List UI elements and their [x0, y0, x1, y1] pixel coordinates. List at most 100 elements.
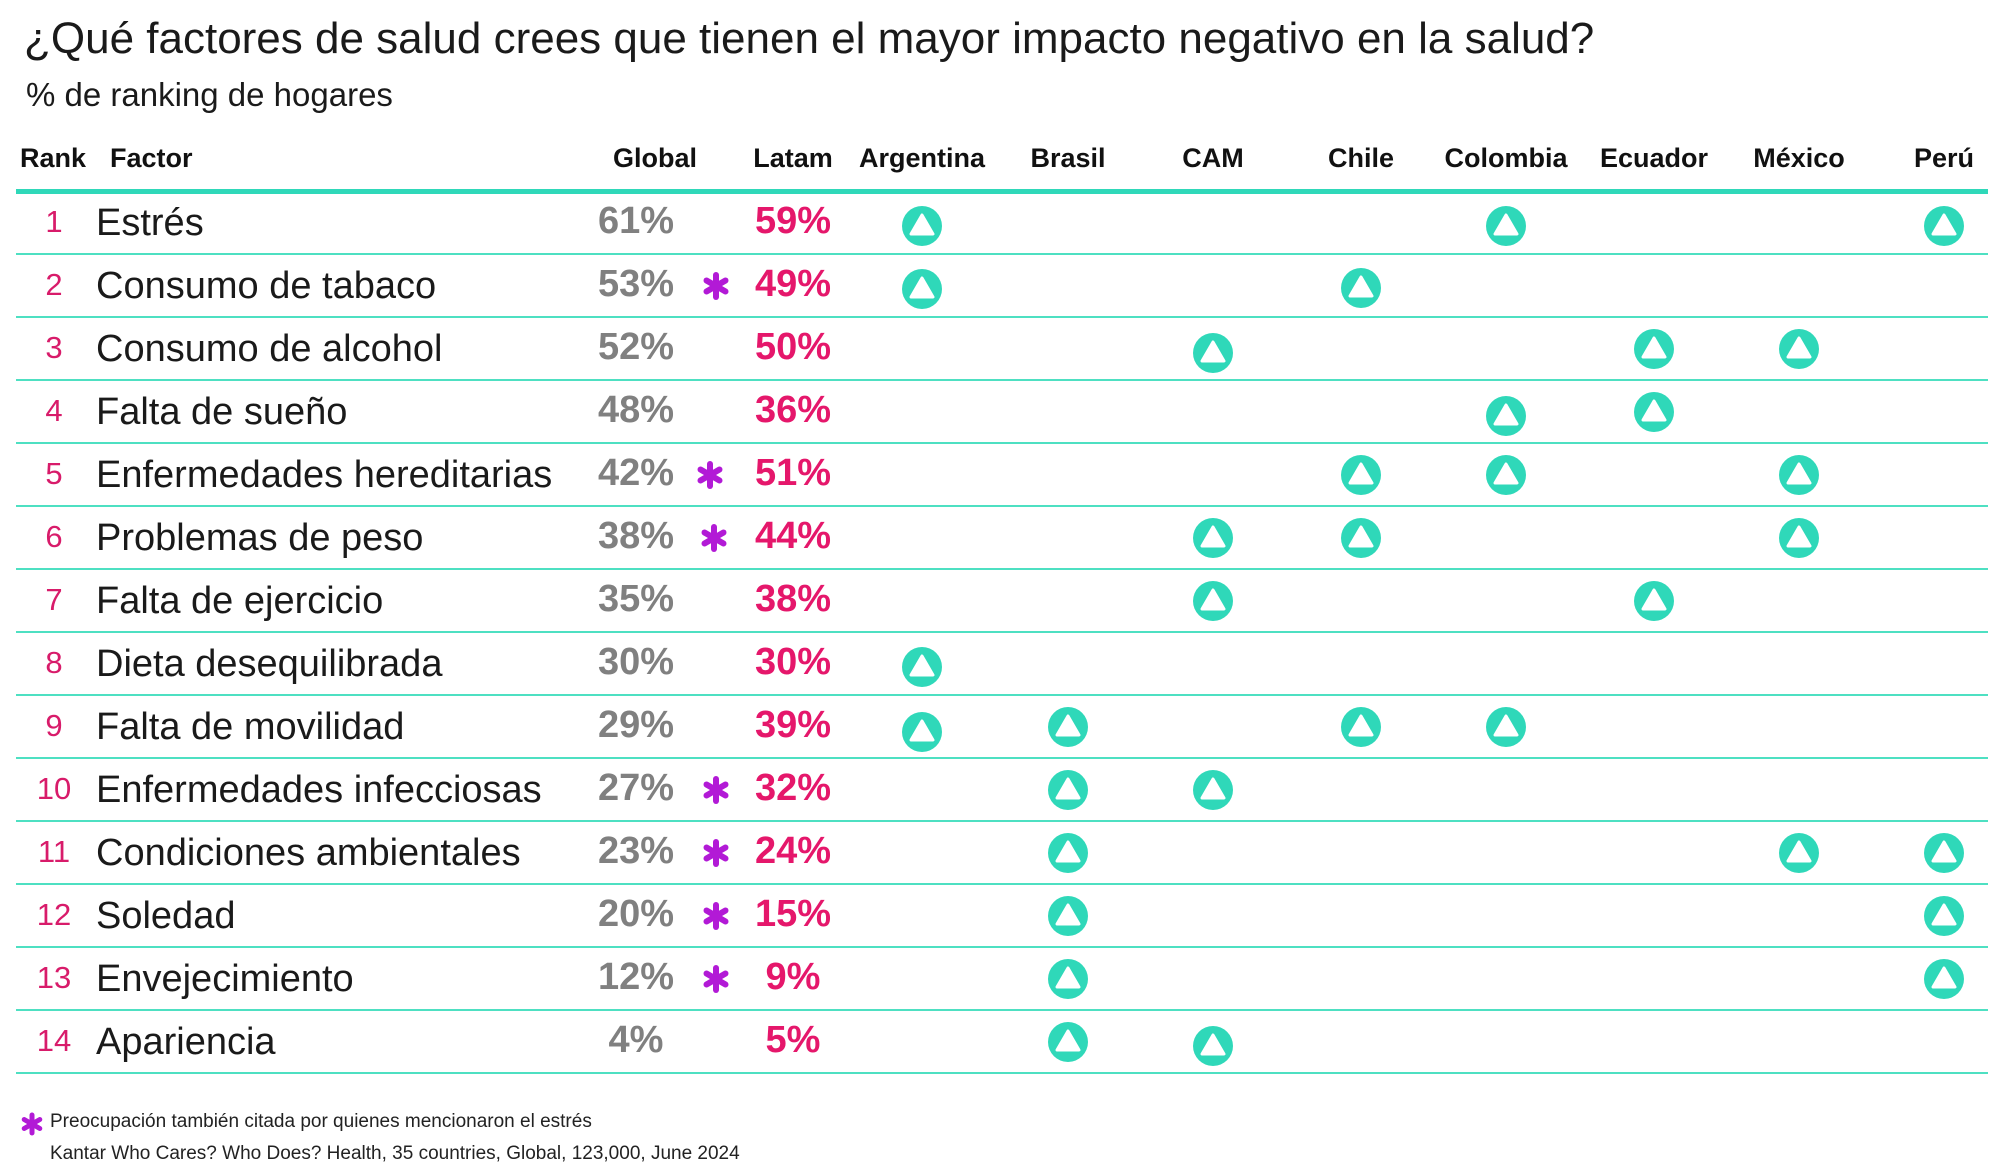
- table-row: 2 Consumo de tabaco 53% 49%: [0, 255, 2000, 318]
- row-divider: [16, 1072, 1988, 1074]
- row-divider: [16, 568, 1988, 570]
- table-row: 6 Problemas de peso 38% 44%: [0, 507, 2000, 570]
- table-row: 4 Falta de sueño 48% 36%: [0, 381, 2000, 444]
- asterisk-icon: [703, 965, 729, 993]
- row-divider: [16, 442, 1988, 444]
- factor-label: Falta de sueño: [96, 391, 348, 433]
- triangle-up-circle-icon: [1048, 707, 1088, 747]
- row-divider: [16, 883, 1988, 885]
- factor-label: Apariencia: [96, 1021, 276, 1063]
- table-row: 14 Apariencia 4% 5%: [0, 1011, 2000, 1074]
- triangle-up-circle-icon: [1634, 581, 1674, 621]
- chart-title: ¿Qué factores de salud crees que tienen …: [24, 14, 1595, 63]
- factor-label: Falta de movilidad: [96, 706, 405, 748]
- triangle-up-circle-icon: [1486, 707, 1526, 747]
- source-note: Kantar Who Cares? Who Does? Health, 35 c…: [50, 1143, 740, 1164]
- asterisk-icon: [703, 776, 729, 804]
- triangle-up-circle-icon: [1779, 518, 1819, 558]
- factor-label: Falta de ejercicio: [96, 580, 384, 622]
- table-row: 10 Enfermedades infecciosas 27% 32%: [0, 759, 2000, 822]
- triangle-up-circle-icon: [1486, 396, 1526, 436]
- header-rank: Rank: [20, 143, 87, 173]
- factor-label: Estrés: [96, 202, 204, 244]
- asterisk-icon: [703, 839, 729, 867]
- table-row: 11 Condiciones ambientales 23% 24%: [0, 822, 2000, 885]
- asterisk-icon: [703, 272, 729, 300]
- footnote: Preocupación también citada por quienes …: [50, 1111, 592, 1132]
- row-divider: [16, 946, 1988, 948]
- header-country-chile: Chile: [1327, 143, 1395, 173]
- row-divider: [16, 757, 1988, 759]
- asterisk-icon: [697, 461, 723, 489]
- triangle-up-circle-icon: [1048, 770, 1088, 810]
- row-divider: [16, 820, 1988, 822]
- header-country-argentina: Argentina: [858, 143, 986, 173]
- factor-label: Consumo de alcohol: [96, 328, 443, 370]
- table-row: 3 Consumo de alcohol 52% 50%: [0, 318, 2000, 381]
- triangle-up-circle-icon: [1779, 329, 1819, 369]
- table-row: 1 Estrés 61% 59%: [0, 192, 2000, 255]
- triangle-up-circle-icon: [1634, 392, 1674, 432]
- triangle-up-circle-icon: [902, 712, 942, 752]
- triangle-up-circle-icon: [1193, 518, 1233, 558]
- triangle-up-circle-icon: [1193, 581, 1233, 621]
- triangle-up-circle-icon: [902, 206, 942, 246]
- triangle-up-circle-icon: [1924, 206, 1964, 246]
- header-factor: Factor: [110, 143, 193, 173]
- row-divider: [16, 253, 1988, 255]
- factor-label: Enfermedades infecciosas: [96, 769, 542, 811]
- factor-label: Condiciones ambientales: [96, 832, 521, 874]
- row-divider: [16, 1009, 1988, 1011]
- triangle-up-circle-icon: [1924, 896, 1964, 936]
- factor-label: Dieta desequilibrada: [96, 643, 443, 685]
- row-divider: [16, 316, 1988, 318]
- triangle-up-circle-icon: [1341, 268, 1381, 308]
- factor-label: Soledad: [96, 895, 236, 937]
- triangle-up-circle-icon: [1634, 329, 1674, 369]
- triangle-up-circle-icon: [1048, 1022, 1088, 1062]
- header-country-cam: CAM: [1182, 143, 1244, 173]
- header-country-mexico: México: [1753, 143, 1845, 173]
- triangle-up-circle-icon: [1193, 333, 1233, 373]
- factor-label: Envejecimiento: [96, 958, 354, 1000]
- factor-label: Problemas de peso: [96, 517, 424, 559]
- triangle-up-circle-icon: [1048, 833, 1088, 873]
- triangle-up-circle-icon: [1924, 959, 1964, 999]
- row-divider: [16, 631, 1988, 633]
- triangle-up-circle-icon: [1193, 1026, 1233, 1066]
- triangle-up-circle-icon: [1779, 455, 1819, 495]
- header-global: Global: [612, 143, 698, 173]
- header-country-colombia: Colombia: [1444, 143, 1568, 173]
- triangle-up-circle-icon: [1193, 770, 1233, 810]
- triangle-up-circle-icon: [1924, 833, 1964, 873]
- header-country-ecuador: Ecuador: [1599, 143, 1709, 173]
- table-row: 9 Falta de movilidad 29% 39%: [0, 696, 2000, 759]
- header-country-brasil: Brasil: [1030, 143, 1106, 173]
- table-row: 7 Falta de ejercicio 35% 38%: [0, 570, 2000, 633]
- triangle-up-circle-icon: [902, 647, 942, 687]
- asterisk-icon: [701, 524, 727, 552]
- triangle-up-circle-icon: [1048, 896, 1088, 936]
- table-row: 5 Enfermedades hereditarias 42% 51%: [0, 444, 2000, 507]
- table-row: 12 Soledad 20% 15%: [0, 885, 2000, 948]
- triangle-up-circle-icon: [1341, 707, 1381, 747]
- table-row: 13 Envejecimiento 12% 9%: [0, 948, 2000, 1011]
- row-divider: [16, 379, 1988, 381]
- row-divider: [16, 694, 1988, 696]
- triangle-up-circle-icon: [1486, 455, 1526, 495]
- asterisk-icon: [703, 902, 729, 930]
- chart-subtitle: % de ranking de hogares: [26, 76, 393, 113]
- triangle-up-circle-icon: [1341, 455, 1381, 495]
- triangle-up-circle-icon: [1486, 206, 1526, 246]
- header-divider: [16, 189, 1988, 194]
- factor-label: Consumo de tabaco: [96, 265, 437, 307]
- triangle-up-circle-icon: [1048, 959, 1088, 999]
- triangle-up-circle-icon: [1341, 518, 1381, 558]
- header-latam: Latam: [753, 143, 833, 173]
- factor-label: Enfermedades hereditarias: [96, 454, 553, 496]
- table-row: 8 Dieta desequilibrada 30% 30%: [0, 633, 2000, 696]
- triangle-up-circle-icon: [1779, 833, 1819, 873]
- header-country-peru: Perú: [1913, 143, 1975, 173]
- triangle-up-circle-icon: [902, 269, 942, 309]
- footnote-asterisk-icon: [21, 1112, 43, 1136]
